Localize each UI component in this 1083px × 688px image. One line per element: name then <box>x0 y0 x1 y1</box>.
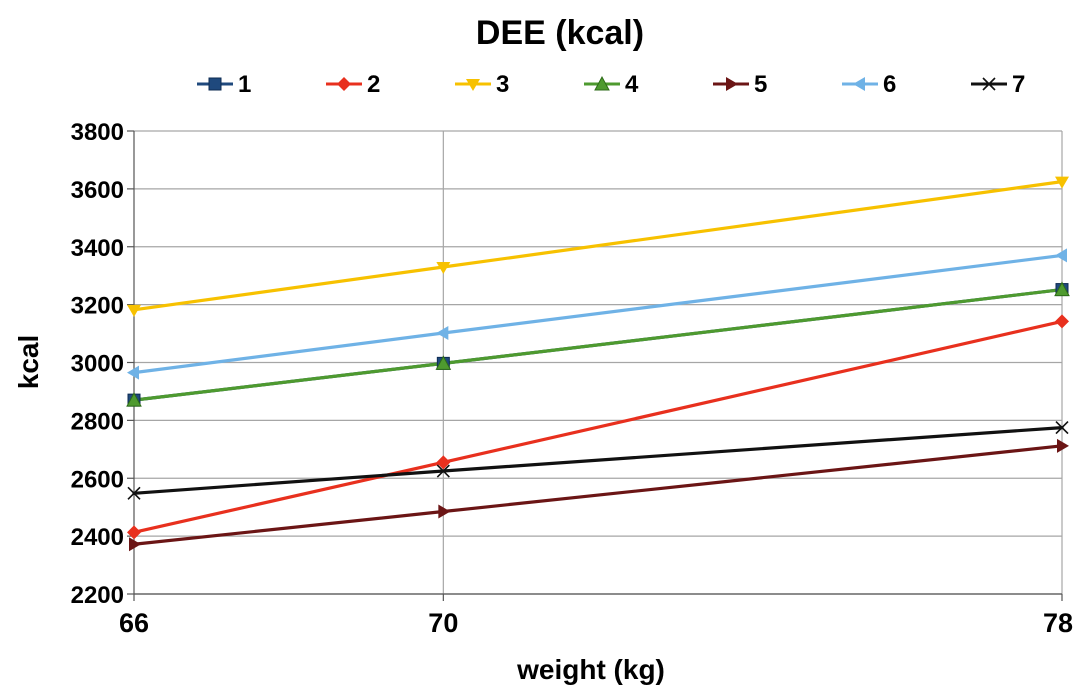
series-line-2 <box>132 319 1064 534</box>
legend-item-4: 4 <box>584 71 639 98</box>
data-point-series-4 <box>435 355 452 370</box>
y-tick-label: 2600 <box>71 466 124 493</box>
legend-item-5: 5 <box>713 71 767 98</box>
legend-item-3: 3 <box>455 71 509 98</box>
x-tick-label: 70 <box>428 608 458 638</box>
series-line-7 <box>132 426 1064 495</box>
y-tick-label: 2800 <box>71 408 124 435</box>
legend-marker <box>466 79 480 91</box>
y-tick-label: 3200 <box>71 293 124 320</box>
legend-label: 6 <box>883 71 896 98</box>
series-markers <box>126 176 1070 552</box>
legend-marker <box>726 77 738 91</box>
data-point-series-2 <box>436 455 451 470</box>
legend-label: 3 <box>496 71 509 98</box>
axes <box>127 130 1063 601</box>
legend-marker <box>337 77 351 91</box>
legend-label: 2 <box>367 71 380 98</box>
legend-item-2: 2 <box>326 71 380 98</box>
legend-marker <box>594 75 610 91</box>
data-point-series-3 <box>127 304 141 317</box>
data-point-series-4 <box>1054 281 1070 297</box>
chart-title: DEE (kcal) <box>476 14 644 52</box>
y-axis-label: kcal <box>13 335 44 390</box>
data-point-series-6 <box>436 325 449 340</box>
y-tick-label: 2200 <box>71 582 124 609</box>
x-tick-label: 78 <box>1043 608 1073 638</box>
y-tick-label: 2400 <box>71 524 124 551</box>
legend-label: 5 <box>754 71 767 98</box>
legend-marker <box>853 77 865 91</box>
data-point-series-6 <box>1055 248 1067 263</box>
data-point-series-7 <box>436 464 450 478</box>
legend-marker <box>982 77 996 91</box>
x-tick-label: 66 <box>119 608 149 638</box>
data-point-series-2 <box>127 525 141 540</box>
data-point-series-3 <box>1055 176 1069 189</box>
gridlines <box>134 130 1063 595</box>
legend-marker <box>208 77 222 91</box>
data-point-series-5 <box>438 504 451 519</box>
data-point-series-4 <box>126 392 142 407</box>
data-point-series-7 <box>127 486 141 500</box>
legend-label: 4 <box>625 71 639 98</box>
legend: 1 2 3 4 5 6 7 <box>197 71 1025 98</box>
data-point-series-5 <box>129 537 141 552</box>
y-tick-label: 3000 <box>71 351 124 378</box>
x-axis-label: weight (kg) <box>516 654 665 685</box>
data-point-series-5 <box>1057 438 1069 453</box>
legend-item-7: 7 <box>971 71 1025 98</box>
legend-item-1: 1 <box>197 71 251 98</box>
y-tick-label: 3800 <box>71 119 124 146</box>
series-line-3 <box>132 180 1064 312</box>
legend-item-6: 6 <box>842 71 896 98</box>
data-point-series-3 <box>436 262 451 275</box>
data-point-series-6 <box>127 365 139 380</box>
x-tick-labels: 66 70 78 <box>119 608 1073 638</box>
series-lines <box>132 180 1064 546</box>
series-line-6 <box>132 253 1064 375</box>
y-tick-labels: 2200 2400 2600 2800 3000 3200 3400 3600 3800 <box>71 119 124 609</box>
legend-label: 1 <box>238 71 251 98</box>
legend-label: 7 <box>1012 71 1025 98</box>
y-tick-label: 3400 <box>71 235 124 262</box>
series-line-5 <box>132 444 1064 546</box>
series-line-4 <box>132 287 1064 402</box>
data-point-series-2 <box>1055 314 1069 329</box>
y-tick-label: 3600 <box>71 177 124 204</box>
data-point-series-7 <box>1055 421 1069 435</box>
